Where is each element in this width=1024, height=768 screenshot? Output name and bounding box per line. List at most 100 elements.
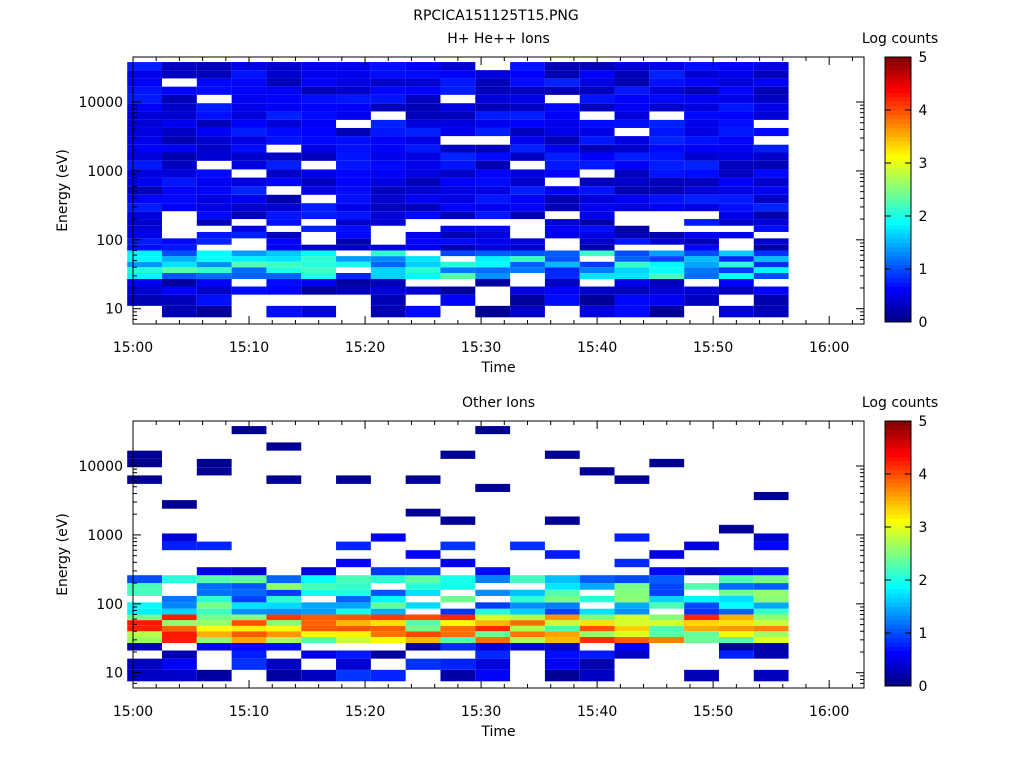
heatmap-cell: [440, 194, 476, 204]
heatmap-cell: [231, 642, 267, 651]
figure-title: RPCICA151125T15.PNG: [413, 8, 578, 24]
heatmap-cell: [684, 286, 719, 295]
colorbar-segment: [885, 615, 911, 621]
heatmap-cell: [614, 589, 650, 596]
panel-other-ions: 15:00 15:10 15:20 15:30 15:40 15:50 16:0010100…: [55, 395, 938, 740]
heatmap-cell: [266, 250, 302, 257]
heatmap-cell: [336, 62, 371, 71]
colorbar-segment: [885, 624, 911, 630]
heatmap-cell: [684, 70, 719, 79]
heatmap-cell: [614, 278, 650, 287]
x-tick-label: 15:10: [229, 340, 269, 356]
colorbar-segment: [885, 646, 911, 652]
heatmap-cell: [301, 225, 337, 232]
x-tick-label: 15:00: [113, 340, 153, 356]
heatmap-cell: [753, 631, 789, 637]
heatmap-cell: [718, 595, 754, 603]
heatmap-cell: [718, 636, 754, 643]
colorbar-segment: [885, 531, 911, 537]
heatmap-cell: [753, 669, 789, 682]
colorbar-segment: [885, 242, 911, 248]
heatmap-cell: [405, 625, 441, 632]
heatmap-cell: [370, 103, 406, 112]
heatmap-cell: [370, 244, 406, 251]
colorbar-segment: [885, 167, 911, 173]
heatmap-cell: [370, 614, 406, 621]
heatmap-cell: [301, 78, 337, 87]
heatmap-cell: [684, 250, 719, 257]
heatmap-cell: [649, 203, 685, 212]
heatmap-cell: [162, 602, 197, 609]
heatmap-cell: [475, 256, 511, 262]
heatmap-cell: [614, 194, 650, 204]
heatmap-cell: [196, 267, 232, 273]
heatmap-cell: [649, 231, 685, 239]
heatmap-cell: [370, 256, 406, 262]
heatmap-cell: [405, 642, 441, 651]
heatmap-cell: [405, 62, 441, 71]
colorbar-segment: [885, 101, 911, 107]
colorbar-segment: [885, 562, 911, 568]
heatmap-cell: [336, 169, 371, 178]
heatmap-cell: [370, 669, 406, 682]
heatmap-cell: [510, 575, 545, 584]
heatmap-cell: [649, 550, 685, 559]
y-tick-label: 100: [96, 597, 123, 613]
heatmap-cell: [684, 111, 719, 120]
heatmap-cell: [405, 589, 441, 596]
heatmap-cell: [718, 219, 754, 226]
heatmap-cell: [370, 625, 406, 632]
heatmap-cell: [127, 211, 163, 220]
heatmap-cell: [162, 575, 197, 584]
colorbar-segment: [885, 317, 911, 323]
heatmap-cell: [510, 62, 545, 71]
heatmap-cell: [231, 186, 267, 195]
panel-title: Other Ions: [462, 395, 535, 411]
heatmap-cell: [510, 614, 545, 621]
heatmap-cell: [127, 244, 163, 251]
heatmap-cell: [405, 231, 441, 239]
heatmap-cell: [196, 595, 232, 603]
heatmap-cell: [231, 119, 267, 128]
heatmap-cell: [301, 305, 337, 318]
heatmap-cell: [440, 250, 476, 257]
heatmap-cell: [336, 256, 371, 262]
heatmap-cell: [162, 250, 197, 257]
heatmap-cell: [753, 203, 789, 212]
heatmap-cell: [266, 103, 302, 112]
heatmap-cell: [196, 86, 232, 95]
heatmap-cell: [162, 631, 197, 637]
heatmap-cell: [544, 62, 580, 71]
colorbar-tick-label: 1: [919, 626, 928, 642]
heatmap-cell: [196, 583, 232, 590]
heatmap-cell: [231, 111, 267, 120]
heatmap-cell: [266, 231, 302, 239]
heatmap-cell: [718, 602, 754, 609]
heatmap-cell: [684, 608, 719, 615]
heatmap-cell: [649, 186, 685, 195]
heatmap-cell: [579, 160, 615, 170]
heatmap-cell: [127, 636, 163, 643]
heatmap-cell: [231, 225, 267, 232]
heatmap-cell: [649, 458, 685, 468]
heatmap-cell: [753, 294, 789, 306]
colorbar-segment: [885, 87, 911, 93]
heatmap-cell: [475, 194, 511, 204]
heatmap-cell: [336, 272, 371, 279]
heatmap-cell: [405, 144, 441, 153]
heatmap-cell: [196, 70, 232, 79]
heatmap-cell: [718, 575, 754, 584]
heatmap-cell: [231, 267, 267, 273]
heatmap-cell: [475, 203, 511, 212]
heatmap-cell: [614, 261, 650, 268]
heatmap-cell: [579, 305, 615, 318]
heatmap-cell: [266, 169, 302, 178]
colorbar-segment: [885, 171, 911, 177]
colorbar-segment: [885, 465, 911, 471]
heatmap-cell: [475, 625, 511, 632]
heatmap-cell: [649, 256, 685, 262]
heatmap-cell: [336, 144, 371, 153]
heatmap-cell: [753, 636, 789, 643]
heatmap-cell: [510, 136, 545, 145]
heatmap-cell: [649, 160, 685, 170]
